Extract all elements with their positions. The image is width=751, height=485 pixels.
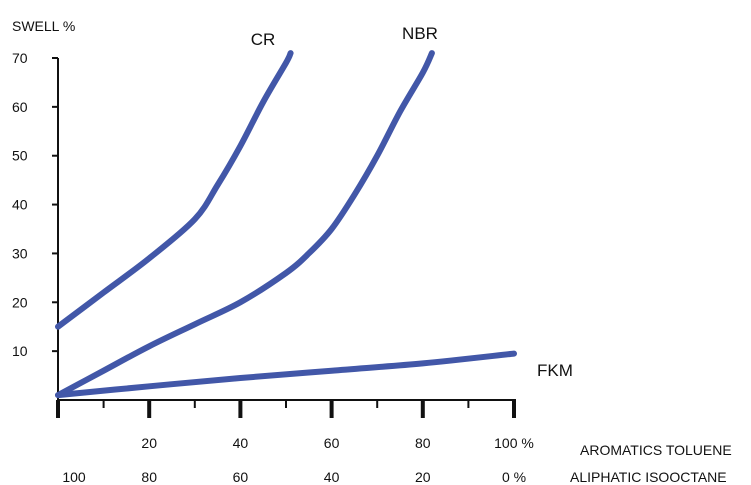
y-axis-ticks: 10 20 30 40 50 60 70: [12, 50, 58, 359]
x-secondary-tick-label-60: 40: [324, 469, 340, 485]
x-primary-tick-label-100: 100 %: [494, 435, 534, 451]
x-primary-tick-label-20: 20: [141, 435, 157, 451]
x-axis-secondary-label: ALIPHATIC ISOOCTANE: [570, 469, 727, 485]
y-axis-title: SWELL %: [12, 18, 75, 34]
series-line-cr: [55, 50, 294, 330]
y-tick-label-30: 30: [12, 245, 28, 261]
y-tick-label-50: 50: [12, 148, 28, 164]
x-secondary-tick-label-40: 60: [233, 469, 249, 485]
series-label-cr: CR: [251, 30, 276, 49]
x-primary-tick-label-60: 60: [324, 435, 340, 451]
x-primary-tick-label-40: 40: [233, 435, 249, 451]
x-secondary-tick-label-20: 80: [141, 469, 157, 485]
x-secondary-tick-label-100: 0 %: [502, 469, 526, 485]
x-axis-primary-tick-labels: 20 40 60 80 100 %: [141, 435, 533, 451]
y-tick-label-10: 10: [12, 343, 28, 359]
series-line-nbr: [55, 50, 435, 399]
series-label-fkm: FKM: [537, 361, 573, 380]
x-axis-secondary-tick-labels: 100 80 60 40 20 0 %: [62, 469, 526, 485]
x-secondary-tick-label-0: 100: [62, 469, 86, 485]
series-line-fkm: [55, 350, 517, 399]
x-primary-tick-label-80: 80: [415, 435, 431, 451]
y-tick-label-70: 70: [12, 50, 28, 66]
x-secondary-tick-label-80: 20: [415, 469, 431, 485]
y-tick-label-20: 20: [12, 294, 28, 310]
y-tick-label-60: 60: [12, 99, 28, 115]
x-axis-ticks: [56, 400, 516, 418]
x-axis-primary-label: AROMATICS TOLUENE: [580, 442, 732, 458]
series-label-nbr: NBR: [402, 24, 438, 43]
y-tick-label-40: 40: [12, 197, 28, 213]
series-group: CR NBR FKM: [55, 24, 573, 399]
